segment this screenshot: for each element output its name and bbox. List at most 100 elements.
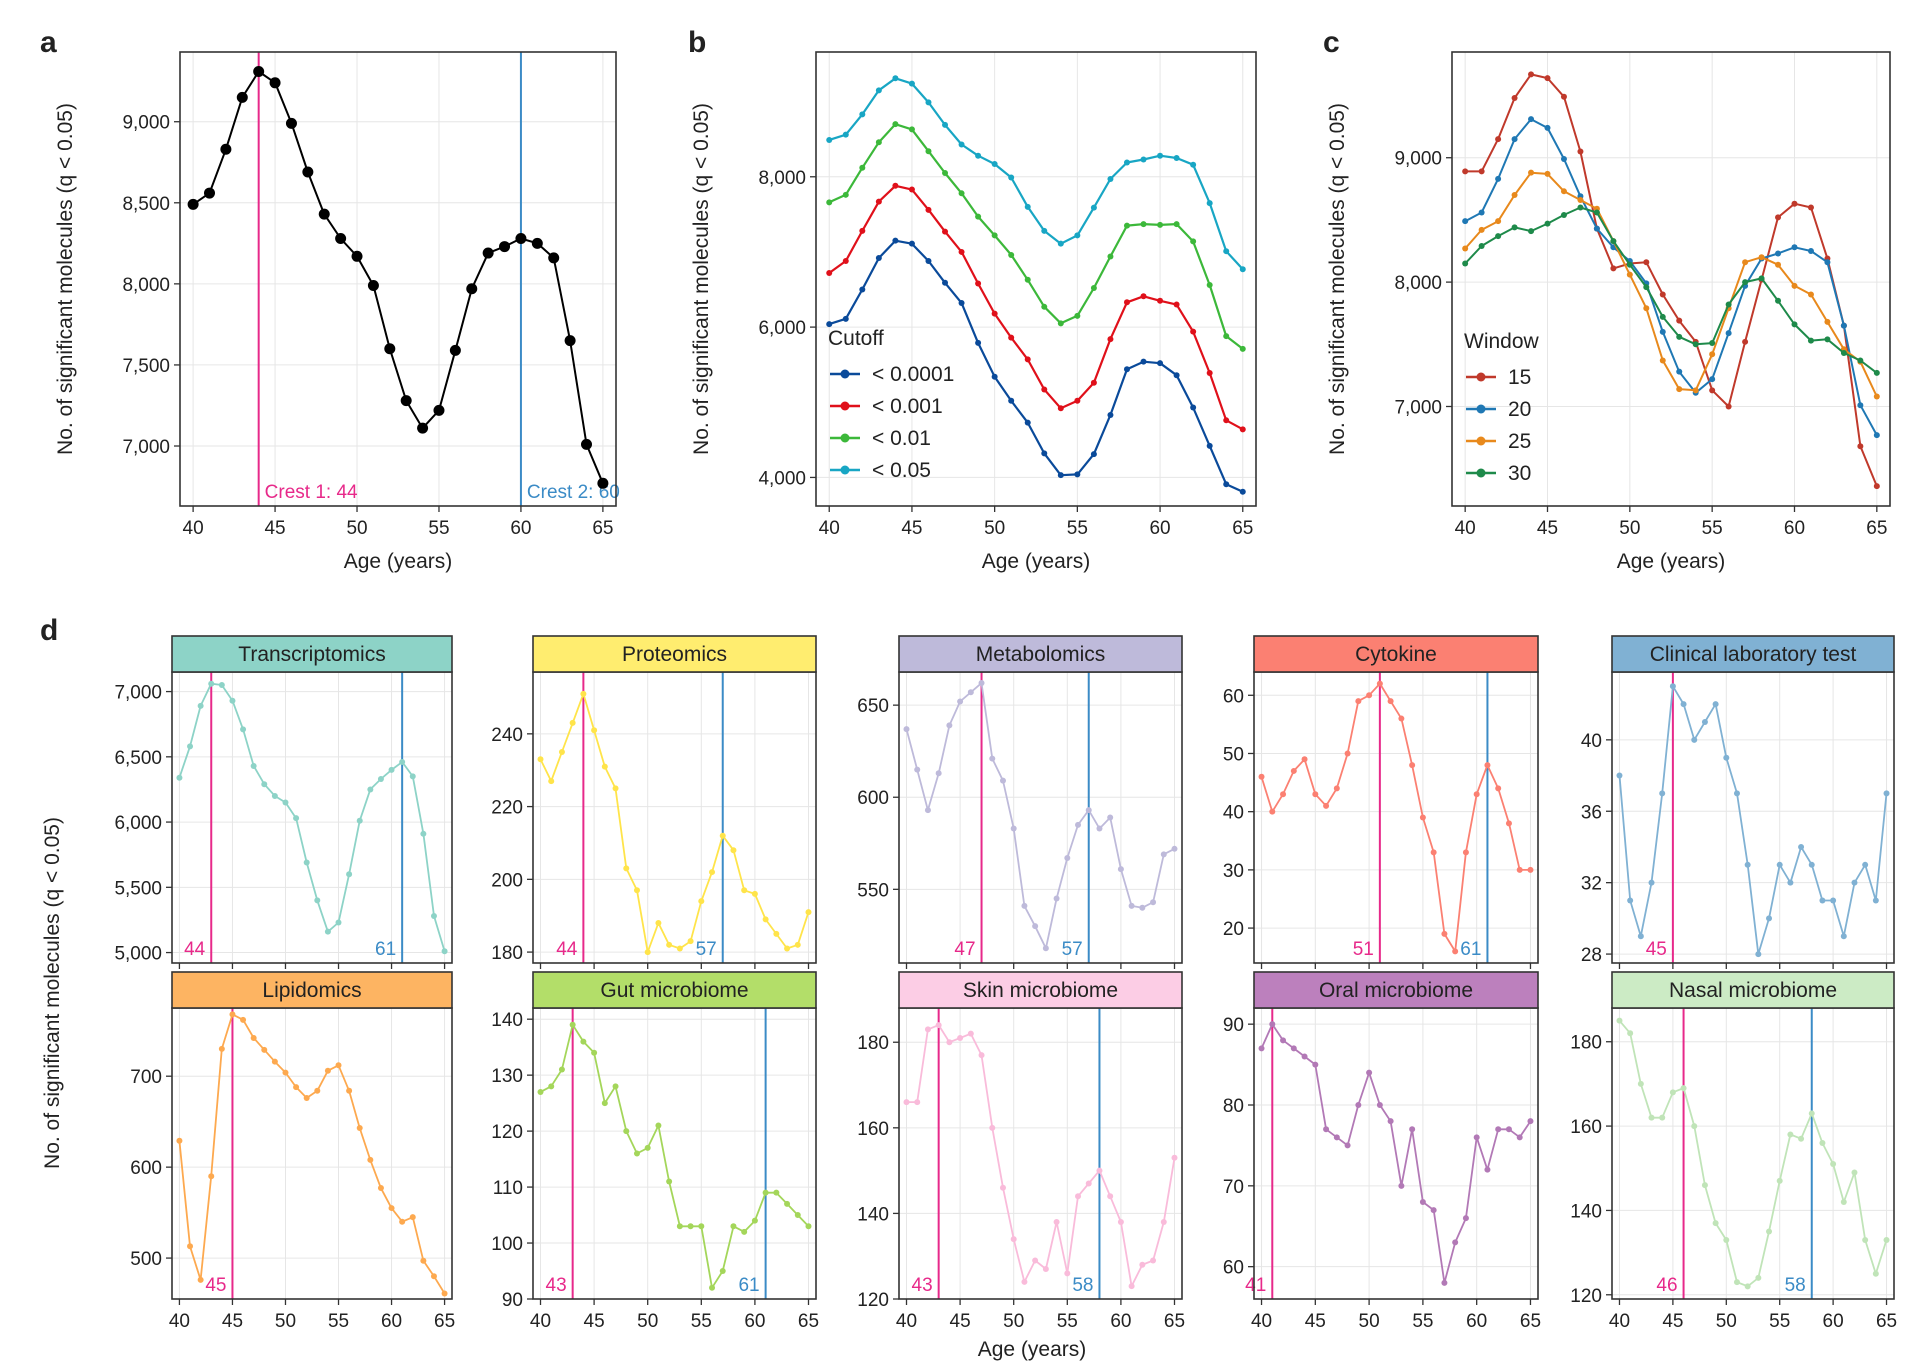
data-point (958, 141, 965, 148)
reference-line-label: Crest 1: 44 (265, 482, 358, 503)
data-point (1819, 897, 1826, 904)
data-point (875, 87, 882, 94)
x-tick-label: 60 (510, 518, 531, 539)
panel-clinical: 45 28 32 36 40 Clinical laboratory test (1581, 635, 1895, 969)
data-point (1484, 762, 1491, 769)
panel-c: 7,000 8,000 9,000 40 45 50 55 60 65 Age (years) No… (1323, 26, 1891, 573)
data-point (1873, 393, 1880, 400)
data-point (1872, 1270, 1879, 1277)
data-point (1787, 879, 1794, 886)
data-point (220, 143, 232, 155)
data-point (975, 280, 982, 287)
data-point (892, 75, 899, 82)
data-point (1057, 405, 1064, 412)
data-point (1333, 1134, 1340, 1141)
data-point (420, 1257, 427, 1264)
data-point (942, 279, 949, 286)
data-point (719, 1268, 726, 1275)
x-tick-label: 55 (428, 518, 449, 539)
y-tick-label: 130 (491, 1066, 523, 1087)
reference-line-label: 58 (1785, 1275, 1806, 1296)
data-point (925, 206, 932, 213)
data-point (1409, 1126, 1416, 1133)
data-point (1024, 419, 1031, 426)
data-point (1160, 1218, 1167, 1225)
data-point (229, 697, 236, 704)
data-point (1123, 366, 1130, 373)
data-point (1041, 303, 1048, 310)
y-tick-label: 40 (1223, 803, 1244, 824)
data-point (1669, 1089, 1676, 1096)
data-point (826, 269, 833, 276)
data-point (1495, 785, 1502, 792)
y-tick-label: 220 (491, 798, 523, 819)
x-tick-label: 45 (1305, 1311, 1326, 1332)
legend-swatch-point (1476, 468, 1486, 478)
x-tick-label: 55 (1057, 1311, 1078, 1332)
y-tick-label: 550 (857, 880, 889, 901)
data-point (1733, 1279, 1740, 1286)
data-point (1139, 1261, 1146, 1268)
data-point (1872, 897, 1879, 904)
y-tick-label: 6,000 (758, 318, 806, 339)
data-point (859, 111, 866, 118)
data-point (1312, 791, 1319, 798)
y-tick-label: 140 (1570, 1201, 1602, 1222)
y-tick-label: 8,000 (122, 275, 170, 296)
x-tick-label: 65 (798, 1311, 819, 1332)
data-point (1075, 1193, 1082, 1200)
data-point (187, 198, 199, 210)
data-point (1473, 791, 1480, 798)
data-point (417, 422, 429, 434)
data-point (1239, 426, 1246, 433)
y-tick-label: 700 (130, 1067, 162, 1088)
y-tick-label: 160 (857, 1119, 889, 1140)
data-point (1008, 334, 1015, 341)
data-point (1090, 379, 1097, 386)
data-point (826, 136, 833, 143)
data-point (751, 890, 758, 897)
data-point (1301, 1053, 1308, 1060)
data-point (842, 257, 849, 264)
data-point (1709, 351, 1716, 358)
legend-swatch-point (1476, 436, 1486, 446)
data-point (1527, 1118, 1534, 1125)
data-point (580, 1038, 587, 1045)
data-point (1387, 698, 1394, 705)
x-tick-label: 55 (691, 1311, 712, 1332)
plot-background (172, 1008, 452, 1299)
data-point (1473, 1134, 1480, 1141)
x-tick-label: 55 (1702, 518, 1723, 539)
data-point (730, 847, 737, 854)
data-point (826, 199, 833, 206)
x-tick-label: 60 (1784, 518, 1805, 539)
data-point (1462, 1215, 1469, 1222)
data-point (187, 743, 194, 750)
data-point (1290, 767, 1297, 774)
strip-header (1611, 635, 1895, 673)
data-point (324, 928, 331, 935)
data-point (1577, 148, 1584, 155)
data-point (1593, 225, 1600, 232)
data-point (303, 859, 310, 866)
data-point (197, 1276, 204, 1283)
reference-line-label: Crest 2: 60 (527, 482, 620, 503)
data-point (1042, 1266, 1049, 1273)
data-point (1775, 250, 1782, 257)
x-tick-label: 65 (1520, 1311, 1541, 1332)
data-point (1008, 174, 1015, 181)
data-point (762, 916, 769, 923)
data-point (1223, 481, 1230, 488)
data-point (1387, 1118, 1394, 1125)
y-tick-label: 40 (1581, 731, 1602, 752)
data-point (384, 343, 396, 355)
shared-ylabel: No. of significant molecules (q < 0.05) (41, 817, 64, 1169)
data-point (1441, 1279, 1448, 1286)
y-tick-label: 140 (857, 1204, 889, 1225)
reference-line-label: 57 (1062, 939, 1083, 960)
data-point (1042, 945, 1049, 952)
data-point (1766, 1228, 1773, 1235)
legend-label: < 0.001 (872, 395, 943, 418)
panel-letter: a (40, 26, 57, 59)
data-point (1173, 154, 1180, 161)
